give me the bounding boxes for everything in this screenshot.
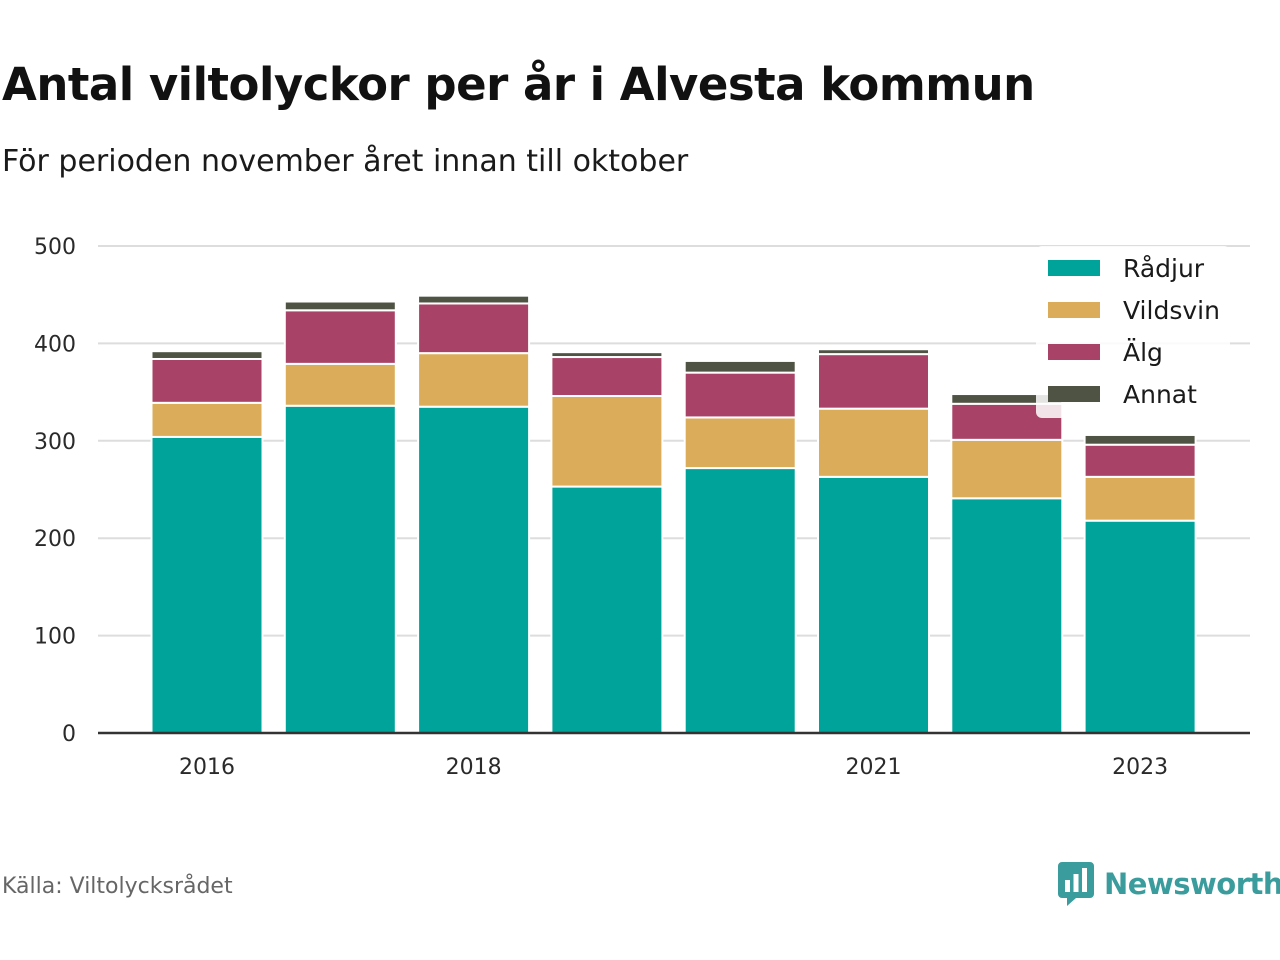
bar-segment	[417, 294, 531, 305]
bar-segment	[817, 407, 930, 478]
bar-segment	[950, 497, 1064, 734]
bar-segment	[683, 416, 797, 470]
y-tick-label: 200	[34, 527, 76, 552]
bar-segment	[1083, 443, 1197, 478]
bar-segment	[550, 351, 664, 359]
y-tick-label: 500	[34, 235, 76, 260]
bar-segment	[1083, 519, 1197, 735]
bar-segment	[683, 467, 797, 734]
legend-swatch	[1048, 386, 1100, 402]
x-tick-label: 2018	[446, 755, 502, 780]
bar-segment	[550, 356, 664, 397]
y-tick-label: 300	[34, 430, 76, 455]
bar-segment	[283, 300, 397, 312]
legend-swatch	[1048, 260, 1100, 276]
y-tick-label: 0	[62, 722, 76, 747]
bar-segment	[550, 485, 664, 734]
bar-segment	[150, 401, 264, 438]
y-tick-label: 100	[34, 625, 76, 650]
bar-segment	[283, 404, 397, 734]
legend-label: Älg	[1123, 338, 1163, 367]
bar-segment	[150, 435, 264, 734]
bar-segment	[950, 438, 1064, 500]
bar-segment	[817, 353, 930, 410]
legend-swatch	[1048, 302, 1100, 318]
legend-swatch	[1048, 344, 1100, 360]
bar-segment	[1083, 475, 1197, 522]
legend: Rådjur Vildsvin Älg Annat	[1036, 246, 1230, 418]
bar-segment	[417, 302, 531, 355]
x-tick-label: 2023	[1112, 755, 1168, 780]
y-tick-label: 400	[34, 332, 76, 357]
bar-segment	[950, 402, 1064, 441]
legend-label: Rådjur	[1123, 254, 1205, 283]
bar-segment	[417, 352, 531, 408]
bar-segment	[1083, 433, 1197, 446]
legend-label: Annat	[1123, 380, 1197, 409]
legend-box	[1036, 246, 1230, 418]
axes: 0 100 200 300 400 500 2016 2018 2021 2023	[34, 235, 1250, 780]
bar-segment	[283, 309, 397, 365]
source-note: Källa: Viltolycksrådet	[2, 874, 233, 899]
x-tick-label: 2016	[179, 755, 235, 780]
brand-name: Newsworthy	[1104, 867, 1280, 901]
legend-label: Vildsvin	[1123, 296, 1220, 325]
bar-segment	[683, 371, 797, 419]
bars	[150, 294, 1197, 735]
bar-segment	[817, 475, 930, 734]
brand-logo: Newsworthy	[1058, 862, 1280, 906]
chart-subtitle: För perioden november året innan till ok…	[2, 144, 689, 179]
bar-segment	[683, 359, 797, 374]
bar-segment	[150, 350, 264, 360]
bar-segment	[283, 362, 397, 407]
bar-segment	[550, 394, 664, 488]
bar-chart-bubble-icon	[1058, 862, 1094, 906]
bar-segment	[417, 405, 531, 734]
chart-title: Antal viltolyckor per år i Alvesta kommu…	[2, 58, 1035, 111]
bar-segment	[150, 357, 264, 404]
bar-segment	[817, 348, 930, 356]
x-tick-label: 2021	[846, 755, 902, 780]
